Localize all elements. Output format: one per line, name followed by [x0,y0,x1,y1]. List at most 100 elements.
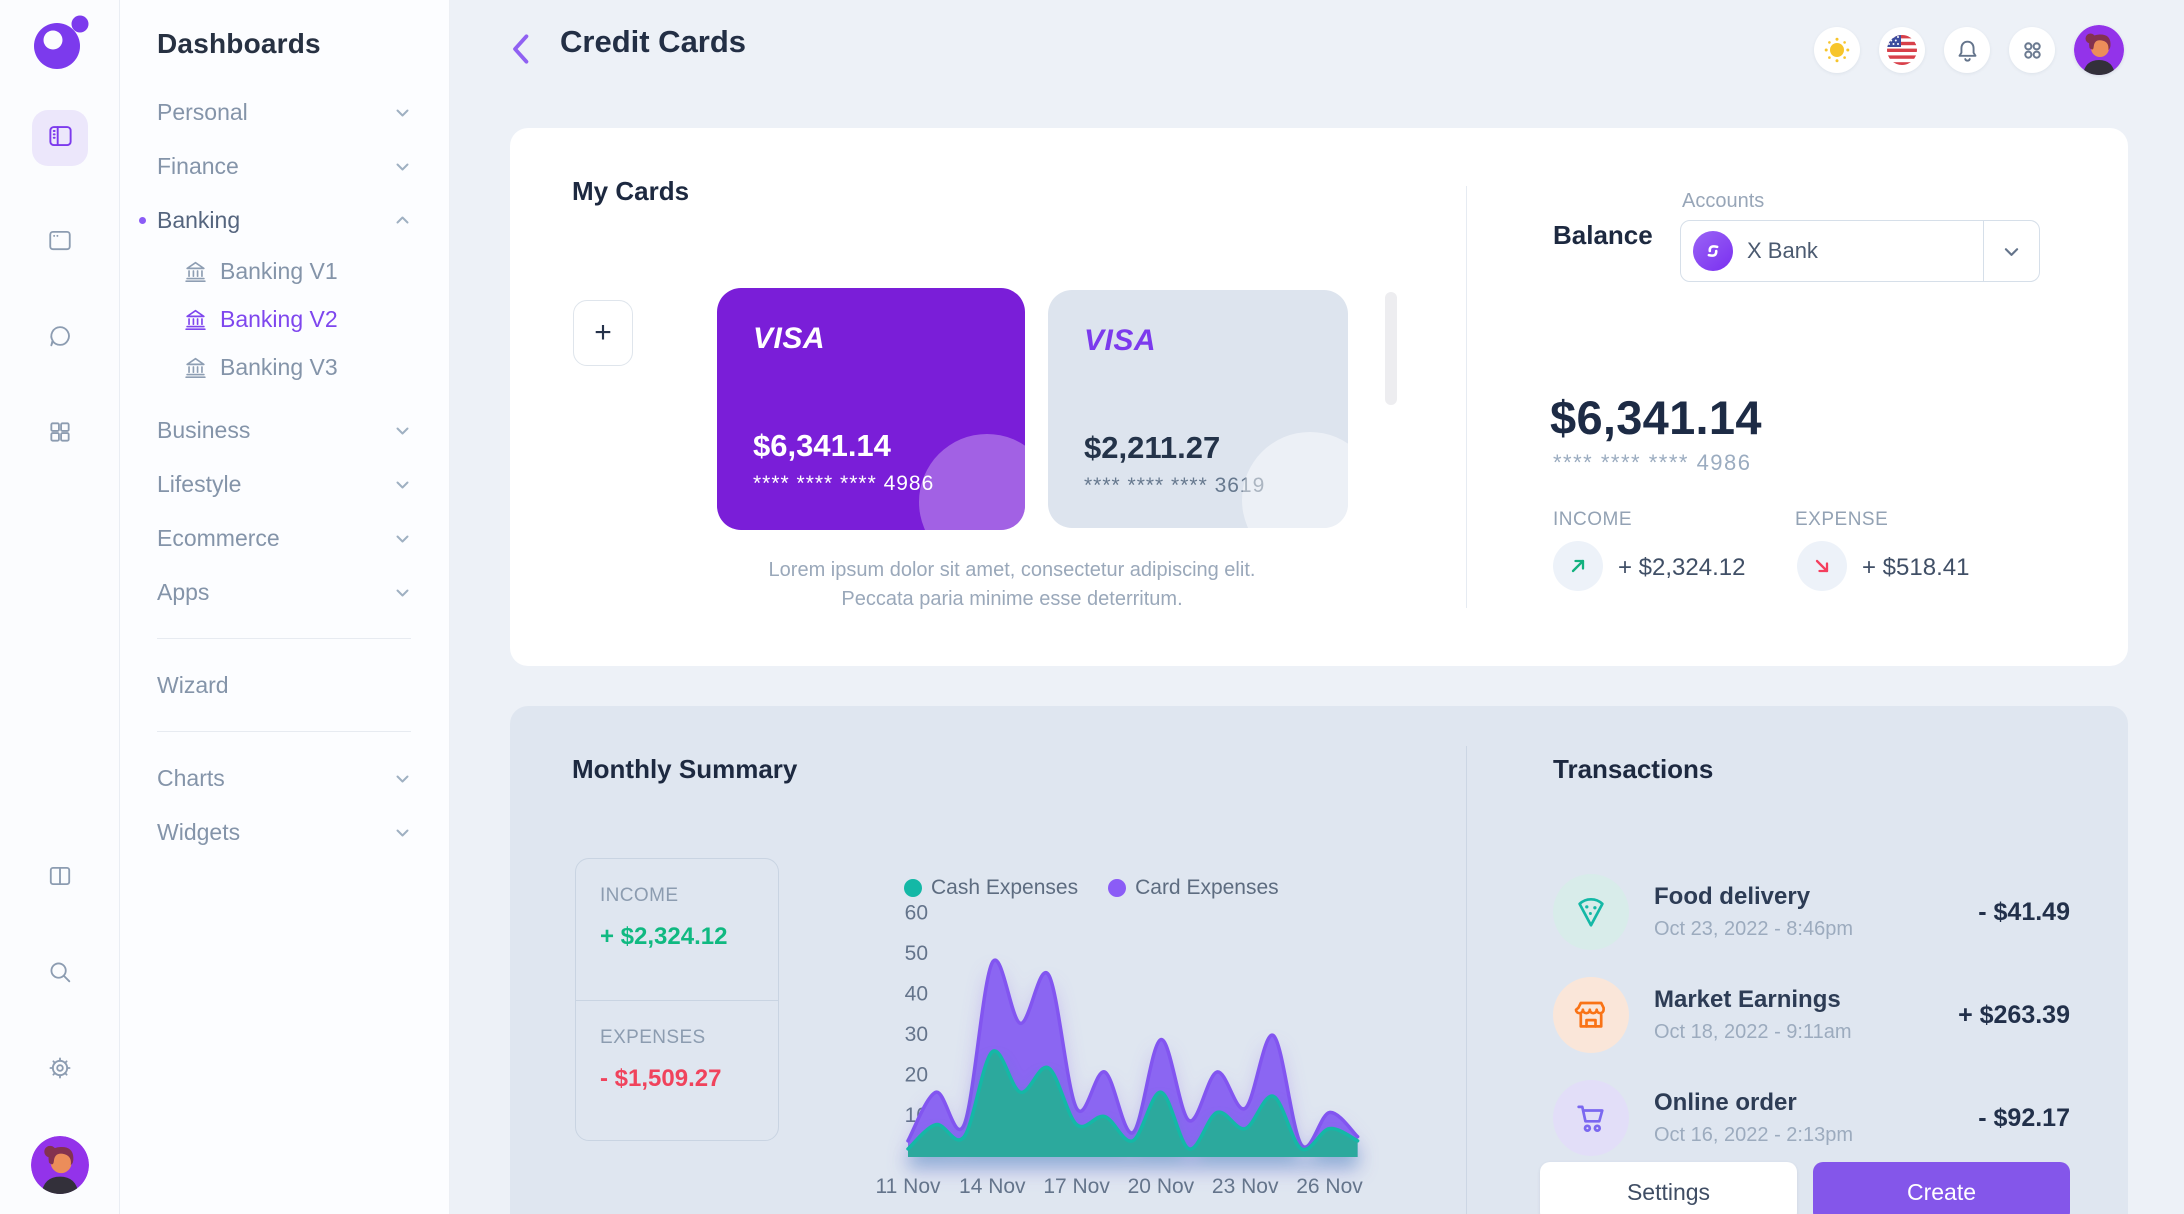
sidebar-item-banking-v3[interactable]: Banking V3 [157,343,411,391]
chevron-down-icon [394,422,411,439]
arrow-up-right-icon [1571,559,1585,573]
transaction-amount: - $92.17 [1978,1103,2070,1132]
app-logo[interactable] [32,14,90,74]
transaction-amount: + $263.39 [1958,1000,2070,1029]
chevron-down-icon [394,584,411,601]
legend-dot-purple [1108,879,1127,897]
sidebar-item-banking-v2[interactable]: Banking V2 [157,295,411,343]
add-card-button[interactable]: + [573,300,633,366]
expense-circle [1797,541,1847,591]
sidebar-item-wizard[interactable]: Wizard [157,671,229,698]
transaction-name: Food delivery [1654,883,1811,910]
transactions-list: Food delivery Oct 23, 2022 - 8:46pm - $4… [1553,874,2070,1183]
card-decoration [1242,432,1348,528]
credit-card-secondary[interactable]: VISA $2,211.27 **** **** **** 3619 [1048,290,1348,528]
chevron-down-icon [394,770,411,787]
monthly-chart: Cash Expenses Card Expenses 60 50 40 30 20 10… [876,876,1410,1214]
active-dot [139,217,146,224]
gear-icon [49,1057,71,1079]
sidebar-item-banking-v1[interactable]: Banking V1 [157,247,411,295]
legend-cash-expenses[interactable]: Cash Expenses [904,876,1078,900]
sidebar-item-lifestyle[interactable]: Lifestyle [157,457,411,511]
chevron-down-icon [394,530,411,547]
transaction-amount: - $41.49 [1978,897,2070,926]
sun-icon [1824,37,1850,63]
summary-divider [576,1000,778,1001]
transaction-date: Oct 18, 2022 - 9:11am [1654,1021,1852,1043]
profile-avatar[interactable] [2074,25,2124,75]
rail-user-avatar[interactable] [31,1136,89,1194]
transaction-row-food-delivery[interactable]: Food delivery Oct 23, 2022 - 8:46pm - $4… [1553,874,2070,950]
sidebar-item-apps[interactable]: Apps [157,565,411,619]
sidebar-item-finance[interactable]: Finance [157,139,411,193]
summary-expenses-value: - $1,509.27 [600,1065,722,1092]
card-decoration [919,434,1025,530]
legend-card-expenses[interactable]: Card Expenses [1108,876,1279,900]
settings-button[interactable]: Settings [1540,1162,1797,1214]
header-actions [1814,25,2124,75]
rail-item-windows[interactable] [47,227,73,253]
panel-divider [1466,186,1467,608]
transaction-date: Oct 23, 2022 - 8:46pm [1654,918,1854,940]
notifications-button[interactable] [1944,27,1990,73]
logo-icon [34,15,89,69]
account-select[interactable]: X Bank [1680,220,2040,282]
chevron-up-icon [394,212,411,229]
menu-divider [157,731,411,732]
accounts-label: Accounts [1682,190,1765,212]
sidebar-item-ecommerce[interactable]: Ecommerce [157,511,411,565]
bank-icon [185,309,206,330]
avatar-illustration [2074,25,2124,75]
rail-item-grid[interactable] [47,419,73,445]
balance-amount: $6,341.14 [1550,391,1762,444]
bell-icon [1958,40,1976,62]
us-flag-icon [1887,35,1917,65]
sidebar-item-widgets[interactable]: Widgets [157,805,411,859]
svg-text:20 Nov: 20 Nov [1128,1175,1195,1198]
expense-label: EXPENSE [1795,509,1889,530]
create-button[interactable]: Create [1813,1162,2070,1214]
selected-account: X Bank [1747,238,1818,263]
svg-text:17 Nov: 17 Nov [1043,1175,1110,1198]
svg-text:40: 40 [905,983,928,1006]
sidebar-layout-icon [47,122,74,154]
sidebar-item-business[interactable]: Business [157,403,411,457]
cards-scrollbar[interactable] [1385,292,1397,405]
sidebar-item-personal[interactable]: Personal [157,85,411,139]
svg-text:30: 30 [905,1023,928,1046]
summary-income-label: INCOME [600,885,679,906]
summary-transactions-panel: Monthly Summary INCOME + $2,324.12 EXPEN… [510,706,2128,1214]
menu-divider [157,638,411,639]
rail-item-dashboards[interactable] [32,110,88,166]
summary-income: INCOME + $2,324.12 [576,859,778,1000]
credit-card-primary[interactable]: VISA $6,341.14 **** **** **** 4986 [717,288,1025,530]
sidebar-item-charts[interactable]: Charts [157,751,411,805]
rail-item-columns[interactable] [47,863,73,889]
card-number-masked: **** **** **** 4986 [753,472,935,495]
transaction-row-market-earnings[interactable]: Market Earnings Oct 18, 2022 - 9:11am + … [1553,977,2070,1053]
language-button[interactable] [1879,27,1925,73]
rail-item-settings[interactable] [47,1055,73,1081]
bank-icon [185,261,206,282]
grid-icon [50,422,70,442]
transaction-name: Online order [1654,1089,1797,1116]
chevron-down-icon [394,104,411,121]
card-number-masked: **** **** **** 3619 [1084,474,1266,497]
rail-item-chat[interactable] [47,323,73,349]
arrow-down-right-icon [1815,559,1829,573]
chevron-left-icon [513,34,529,64]
expense-value: + $518.41 [1862,554,1970,581]
income-value: + $2,324.12 [1618,554,1746,581]
legend-dot-teal [904,879,922,897]
sidebar-item-banking[interactable]: Banking [139,193,411,247]
sidebar-menu: Dashboards Personal Finance Banking [120,0,450,1214]
my-cards-title: My Cards [572,176,690,206]
monthly-summary-title: Monthly Summary [572,754,798,784]
rail-item-search[interactable] [47,959,73,985]
apps-menu-button[interactable] [2009,27,2055,73]
transactions-actions: Settings Create [1540,1162,2070,1214]
transaction-row-online-order[interactable]: Online order Oct 16, 2022 - 2:13pm - $92… [1553,1080,2070,1156]
back-button[interactable] [505,30,539,68]
card-amount: $6,341.14 [753,428,891,463]
theme-toggle-button[interactable] [1814,27,1860,73]
